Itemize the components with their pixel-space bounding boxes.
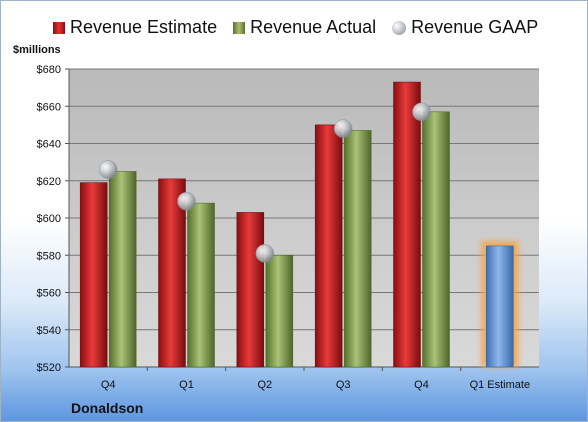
y-tick-label: $560 [37, 288, 61, 300]
bar-revenue-estimate [393, 81, 421, 368]
y-tick-label: $660 [37, 101, 61, 113]
x-tick-label: Q1 [179, 379, 194, 391]
legend-item-actual: Revenue Actual [233, 17, 376, 38]
point-revenue-gaap [98, 160, 118, 179]
legend-swatch-gaap [392, 20, 407, 35]
point-revenue-gaap [333, 119, 353, 138]
bar-revenue-actual [343, 130, 372, 368]
y-tick-label: $520 [37, 362, 61, 374]
legend-swatch-estimate [53, 21, 65, 34]
y-tick-label: $580 [37, 250, 61, 262]
point-revenue-gaap [177, 191, 196, 211]
x-tick-label: Q2 [257, 379, 272, 391]
y-tick-label: $600 [37, 213, 61, 225]
y-tick-label: $620 [37, 176, 61, 188]
bar-revenue-estimate [158, 178, 186, 368]
y-tick-label: $640 [37, 139, 61, 151]
x-tick-label: Q4 [101, 379, 116, 391]
point-revenue-gaap [412, 102, 431, 122]
y-tick-label: $680 [37, 64, 61, 76]
legend-label-gaap: Revenue GAAP [411, 17, 539, 37]
y-tick-label: $540 [37, 325, 61, 337]
x-tick-label: Q3 [336, 379, 351, 391]
bar-revenue-forecast [486, 245, 514, 368]
legend-label-estimate: Revenue Estimate [70, 17, 218, 37]
x-tick-label: Q4 [414, 379, 429, 391]
legend-swatch-actual [233, 21, 246, 34]
legend-label-actual: Revenue Actual [250, 17, 377, 37]
legend-item-estimate: Revenue Estimate [53, 17, 217, 38]
bar-revenue-actual [422, 111, 450, 368]
bar-revenue-actual [187, 202, 215, 368]
bar-revenue-actual [108, 171, 137, 368]
company-name: Donaldson [71, 400, 144, 416]
y-axis-unit-label: $millions [13, 44, 61, 56]
chart-legend: Revenue Estimate Revenue Actual Revenue … [53, 17, 554, 38]
bar-revenue-estimate [236, 212, 265, 368]
point-revenue-gaap [255, 244, 275, 263]
legend-item-gaap: Revenue GAAP [392, 17, 538, 38]
bar-revenue-estimate [314, 124, 343, 368]
x-tick-label: Q1 Estimate [470, 379, 531, 391]
bar-revenue-estimate [79, 182, 108, 368]
bar-revenue-actual [265, 255, 294, 368]
